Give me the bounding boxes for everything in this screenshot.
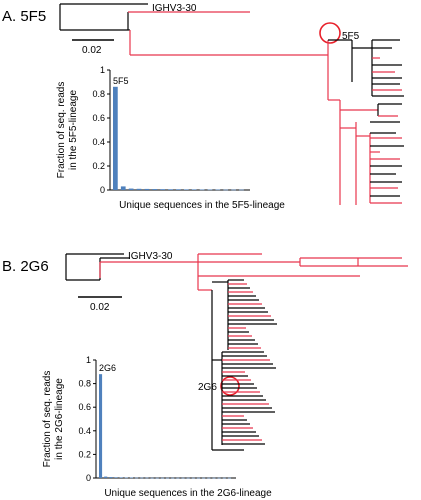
panel-b-x-axis-label: Unique sequences in the 2G6-lineage (104, 488, 272, 499)
panel-b-y-axis-label: Fraction of seq. reads (42, 371, 53, 468)
panel-b-bar (104, 476, 108, 478)
panel-a-y-tick-label: 0 (100, 185, 105, 195)
panel-b: B. 2G6 IGHV3-30 0.02 2G6 00.20.40.60.812… (2, 251, 408, 499)
panel-a-bar (191, 189, 197, 190)
panel-a-bar (160, 189, 166, 190)
panel-a: A. 5F5 IGHV3-30 0.02 5F5 00.20.40.60.815… (2, 3, 404, 211)
panel-b-bar (99, 374, 103, 478)
panel-a-phylogenetic-tree (59, 3, 404, 205)
panel-a-bar (231, 189, 236, 191)
panel-a-bar (215, 189, 221, 191)
panel-b-bar (191, 477, 195, 479)
panel-b-bar (212, 477, 216, 479)
panel-a-bar (207, 189, 213, 191)
panel-a-y-tick-label: 0.4 (92, 137, 105, 147)
panel-a-bar (144, 188, 150, 190)
panel-a-x-axis-label: Unique sequences in the 5F5-lineage (119, 200, 285, 211)
panel-a-bar (199, 189, 205, 191)
panel-b-bar (181, 477, 185, 479)
panel-b-bar (155, 477, 159, 479)
panel-b-bar (109, 477, 113, 478)
panel-b-bar-chart: 0 0.2 0.4 0.6 0.8 1 2G6 Fraction of seq. reads i… (42, 355, 272, 499)
panel-a-bar (128, 188, 134, 190)
panel-b-y-tick-label: 0.4 (78, 426, 91, 436)
panel-a-bar (223, 189, 229, 191)
panel-a-bar (136, 188, 142, 190)
panel-b-bar (160, 477, 164, 479)
panel-b-y-axis-label: in the 2G6-lineage (54, 378, 65, 460)
panel-b-bar (227, 477, 231, 479)
panel-b-bar (222, 477, 226, 479)
panel-b-label: B. 2G6 (2, 258, 49, 275)
panel-b-y-tick-label: 0.6 (78, 402, 91, 412)
panel-a-bar (176, 189, 181, 190)
panel-b-bar (176, 477, 180, 479)
panel-a-bar (152, 189, 158, 190)
panel-a-y-axis-label: in the 5F5-lineage (68, 90, 79, 170)
panel-b-phylogenetic-tree (65, 253, 408, 451)
panel-b-bar (114, 477, 118, 478)
panel-a-bar (120, 186, 126, 190)
panel-b-bar (150, 477, 154, 479)
panel-b-highlight-circle (220, 376, 240, 396)
panel-a-highlight-circle (319, 22, 341, 44)
panel-b-bar (140, 477, 144, 479)
panel-b-bar (135, 477, 139, 479)
panel-b-y-tick-label: 1 (86, 355, 91, 365)
panel-b-highlight-label: 2G6 (198, 382, 217, 393)
panel-b-bar (196, 477, 201, 479)
panel-a-bar (239, 189, 244, 191)
panel-b-bar (207, 477, 211, 479)
panel-b-scale-label: 0.02 (90, 302, 110, 313)
panel-b-bar (217, 477, 221, 479)
panel-b-bar-label: 2G6 (99, 363, 116, 373)
panel-b-bar (171, 477, 175, 479)
panel-b-y-tick-label: 0 (86, 473, 91, 483)
panel-b-bar (119, 477, 123, 479)
panel-b-bar (186, 477, 190, 479)
panel-a-bar (183, 189, 189, 190)
panel-a-bar (168, 189, 173, 190)
panel-a-y-tick-label: 0.6 (92, 113, 105, 123)
panel-a-y-axis-label: Fraction of seq. reads (56, 82, 67, 179)
panel-b-y-tick-label: 0.8 (78, 379, 91, 389)
panel-a-y-tick-label: 0.8 (92, 89, 105, 99)
panel-b-bar (124, 477, 128, 479)
panel-a-y-tick-label: 0.2 (92, 161, 105, 171)
panel-b-bar (202, 477, 206, 479)
panel-a-label: A. 5F5 (2, 8, 46, 25)
panel-a-highlight-label: 5F5 (342, 31, 360, 42)
panel-b-bar (166, 477, 170, 479)
panel-a-scale-label: 0.02 (82, 45, 102, 56)
panel-a-bar-chart: 0 0.2 0.4 0.6 0.8 1 5F5 Fraction of seq. reads i… (56, 65, 285, 211)
panel-b-y-tick-label: 0.2 (78, 449, 91, 459)
panel-a-germline-label: IGHV3-30 (152, 3, 197, 14)
panel-a-y-tick-label: 1 (100, 65, 105, 75)
panel-a-bar (113, 86, 118, 190)
panel-b-germline-label: IGHV3-30 (128, 251, 173, 262)
panel-b-bar (145, 477, 149, 479)
panel-a-bar-label: 5F5 (113, 76, 129, 86)
panel-b-bar (129, 477, 134, 479)
